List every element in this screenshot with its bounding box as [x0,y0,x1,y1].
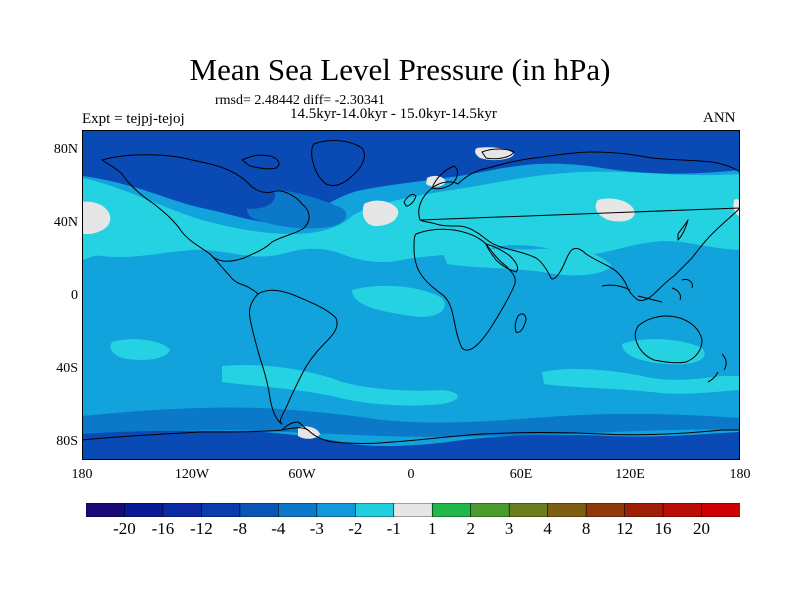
colorbar-swatch [701,503,740,517]
coast-se-asia-islands [601,279,693,303]
lat-tick-80s: 80S [56,434,78,449]
colorbar [86,503,740,517]
colorbar-label: 1 [427,519,437,538]
lon-tick-180e: 180 [729,467,751,482]
colorbar-swatch [278,503,318,517]
colorbar-label: -16 [151,519,175,538]
season-label: ANN [703,110,736,126]
coast-new-zealand [707,353,727,383]
stats-text: rmsd= 2.48442 diff= -2.30341 [215,93,385,108]
colorbar-label: 3 [504,519,514,538]
coast-south-america [249,289,338,425]
colorbar-swatch [86,503,126,517]
colorbar-swatch [393,503,433,517]
coast-greenland [311,140,365,187]
colorbar-label: 8 [581,519,591,538]
lon-tick-120w: 120W [174,467,210,482]
colorbar-swatch [162,503,203,517]
colorbar-label: -2 [348,519,363,538]
tropical-light-band [352,285,445,317]
lat-tick-40n: 40N [53,215,78,230]
neutral-patch-arctic-2 [426,175,446,187]
colorbar-label: -20 [113,519,136,538]
neutral-patch-atlantic [362,200,399,226]
coast-antarctica [82,427,740,444]
south-atlantic-light-band [222,364,458,406]
colorbar-swatch [124,503,164,517]
colorbar-label: 4 [543,519,552,538]
experiment-label: Expt = tejpj-tejoj [82,111,185,127]
lat-tick-0: 0 [71,288,78,303]
lon-tick-120e: 120E [615,467,645,482]
colorbar-swatch [662,503,703,517]
north-pacific-dark [170,168,276,209]
coast-antarctic-peninsula [281,421,309,431]
pressure-map [82,130,740,460]
colorbar-label: -8 [232,519,247,538]
colorbar-swatch [547,503,587,517]
colorbar-swatch [508,503,549,517]
south-indian-light [542,369,740,394]
lon-tick-60w: 60W [288,467,316,482]
colorbar-swatch [354,503,395,517]
colorbar-swatch [585,503,626,517]
coast-australia [634,315,703,364]
neutral-patch-europe [733,199,740,216]
colorbar-label: 2 [466,519,475,538]
coast-scandinavia [431,165,459,190]
period-text: 14.5kyr-14.0kyr - 15.0kyr-14.5kyr [290,106,497,122]
colorbar-swatch [624,503,664,517]
coast-british-isles [403,193,417,207]
colorbar-swatch [431,503,472,517]
colorbar-label: 12 [616,519,634,538]
colorbar-label: -3 [309,519,324,538]
coastlines [82,140,740,444]
coast-central-america [209,253,259,295]
coast-japan [677,219,689,241]
colorbar-label: -12 [190,519,213,538]
antarctic-dark [82,430,740,460]
neutral-patch-pacific [82,201,111,234]
colorbar-label: -4 [271,519,286,538]
pacific-light-patch [110,339,170,360]
lon-tick-0: 0 [407,467,415,482]
coast-eurasia [418,151,740,301]
coast-arctic-islands [241,148,515,170]
lat-tick-80n: 80N [53,142,78,157]
colorbar-swatch [239,503,279,517]
coast-north-america [101,154,310,262]
map-title: Mean Sea Level Pressure (in hPa) [189,52,611,87]
aus-light-patch [622,339,705,365]
coast-arabia [485,243,519,273]
lon-tick-180w: 180 [71,467,93,482]
neutral-patch-asia [595,198,635,222]
colorbar-label: -1 [386,519,401,538]
lon-tick-60e: 60E [509,467,533,482]
indian-ocean-light [442,247,612,276]
colorbar-swatch [470,503,510,517]
southern-ocean-medium [82,407,740,437]
colorbar-label: 16 [654,519,672,538]
colorbar-label: 20 [693,519,711,538]
lat-tick-40s: 40S [56,361,78,376]
coast-madagascar [514,313,527,333]
colorbar-swatch [316,503,356,517]
map-frame [82,130,740,460]
colorbar-swatch [201,503,241,517]
nh-light-band [82,171,740,262]
